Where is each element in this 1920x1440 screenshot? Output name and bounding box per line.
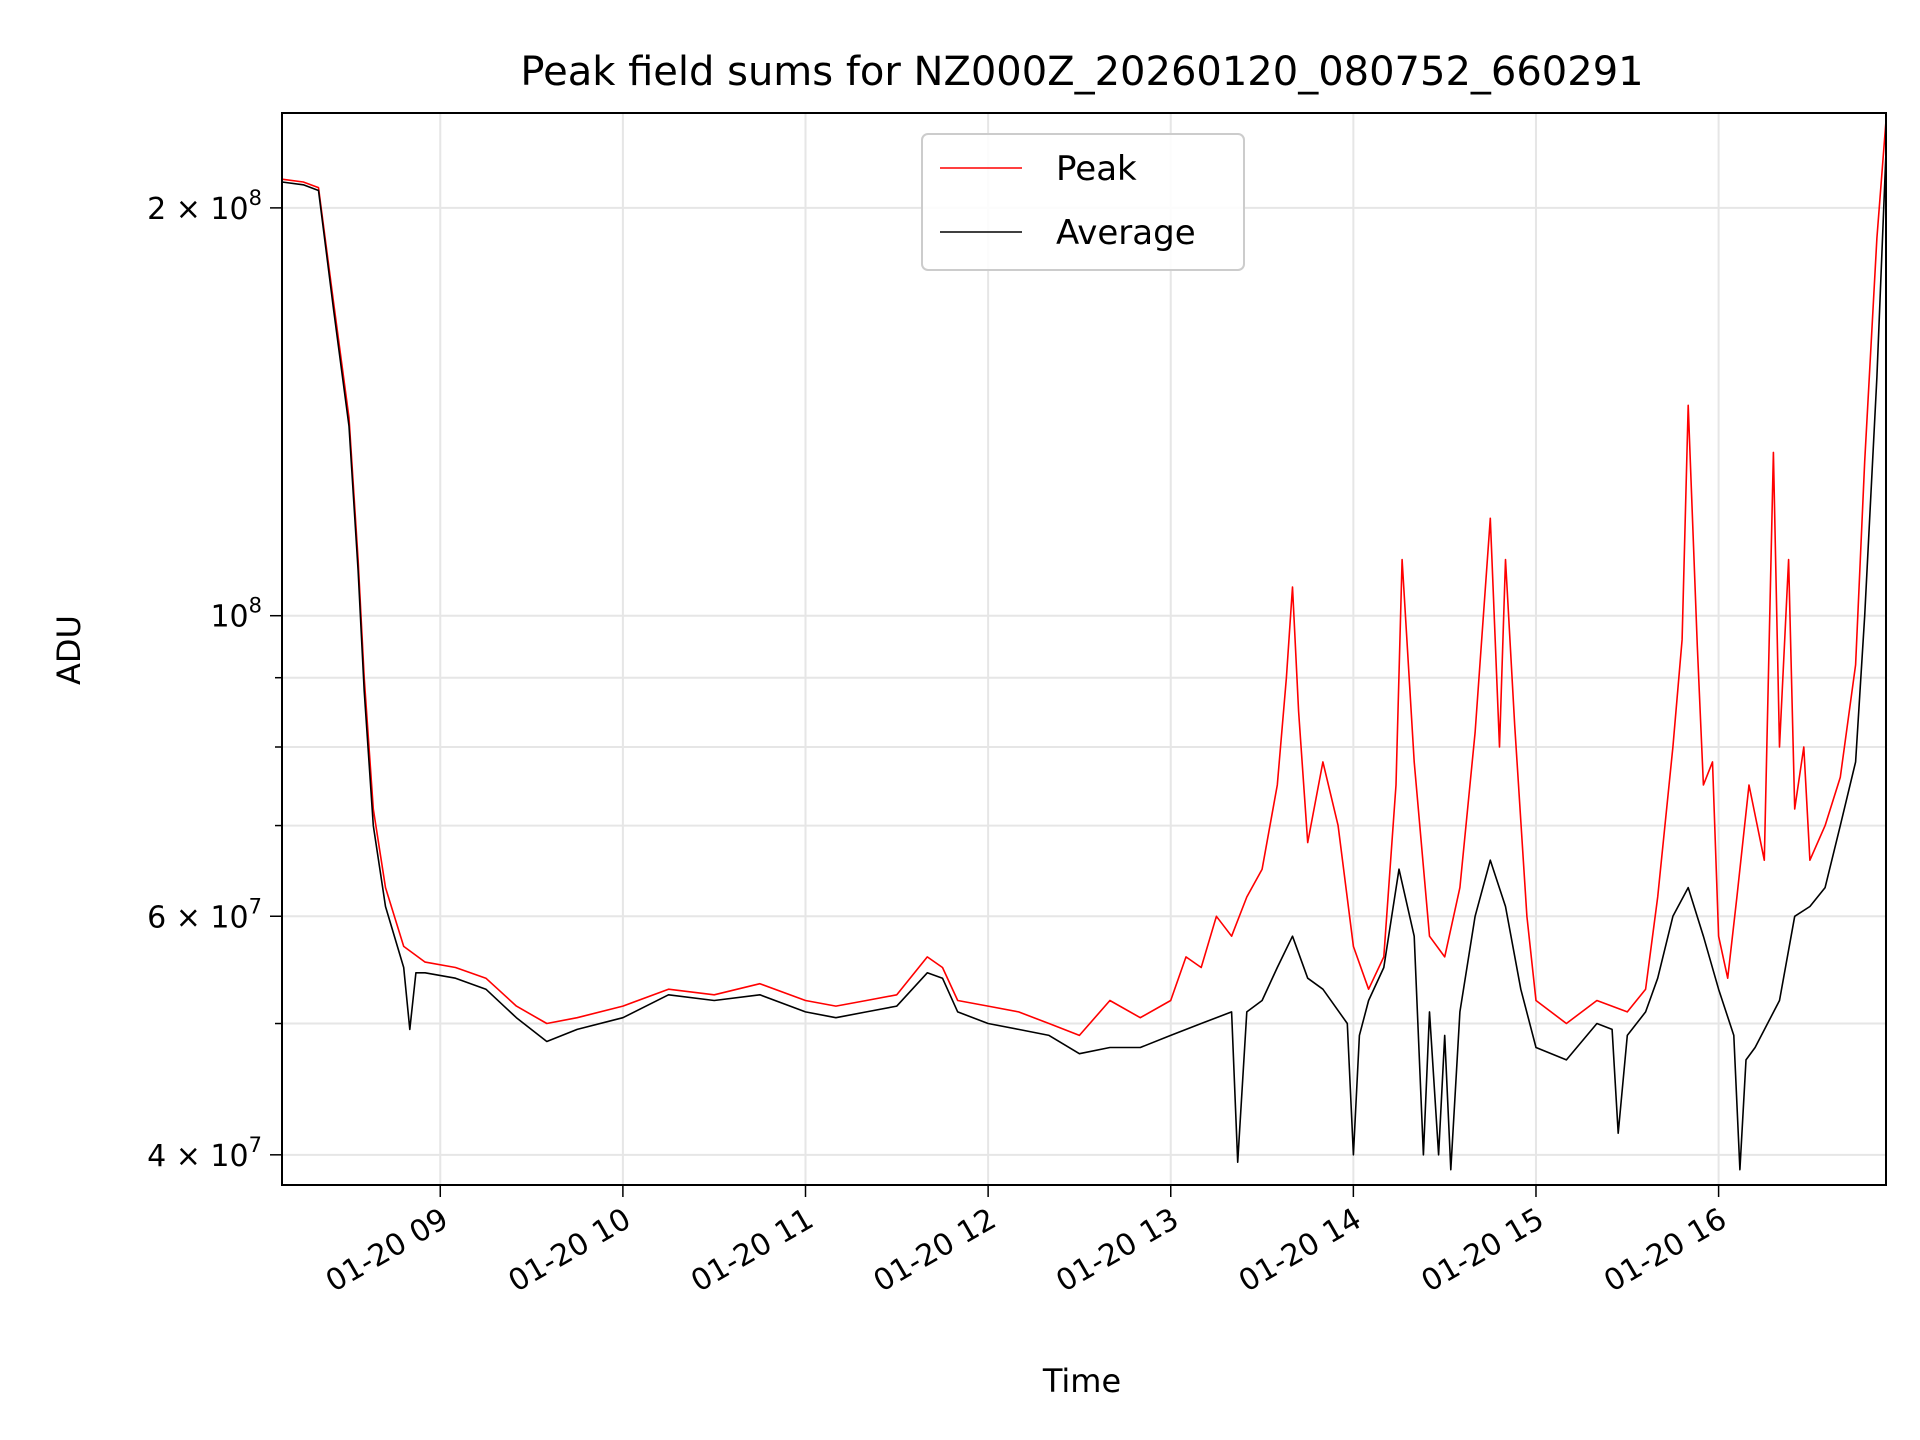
series-layer [281, 120, 1887, 1171]
plot-frame [281, 112, 1887, 1186]
chart-title: Peak field sums for NZ000Z_20260120_0807… [520, 49, 1643, 95]
series-line-average [281, 151, 1887, 1171]
y-tick-label: 108 [210, 594, 262, 635]
y-tick-label: 6 × 107 [147, 894, 262, 935]
y-tick-label: 4 × 107 [147, 1133, 262, 1174]
legend-label-peak: Peak [1056, 149, 1137, 189]
legend-label-average: Average [1056, 213, 1196, 253]
y-axis-label: ADU [50, 615, 88, 685]
legend: Peak Average [921, 133, 1245, 271]
series-line-peak [281, 120, 1887, 1037]
x-axis-label: Time [1042, 1362, 1121, 1400]
y-tick-label: 2 × 108 [147, 186, 262, 227]
